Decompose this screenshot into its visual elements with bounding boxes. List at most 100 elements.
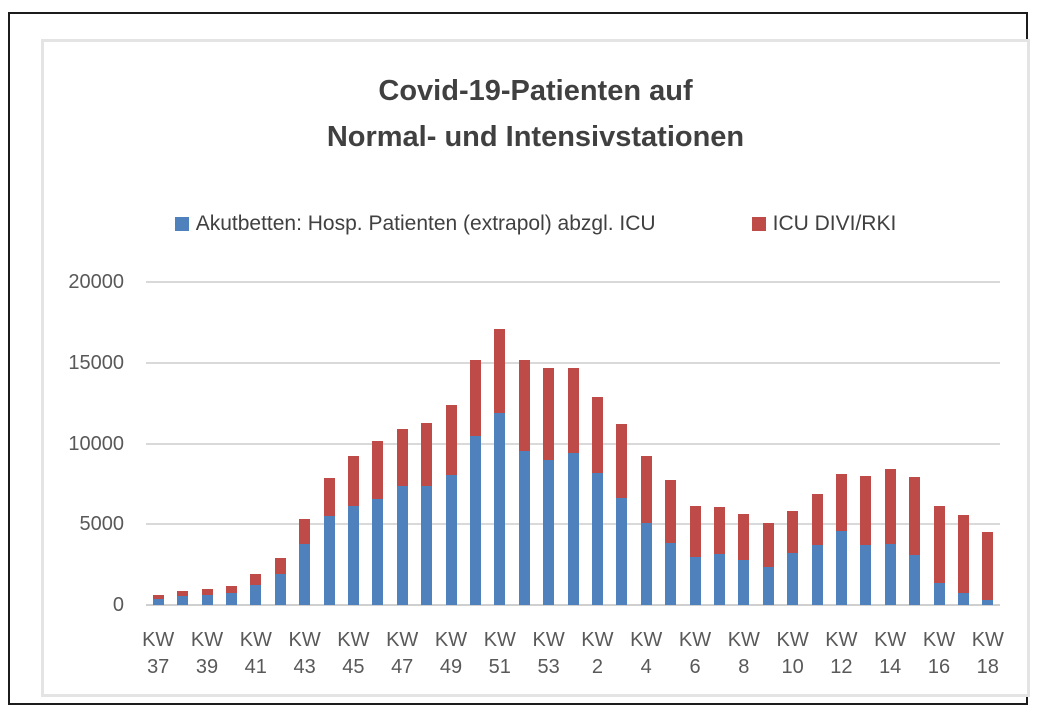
bar-kw-2-icu (591, 396, 603, 474)
bar-kw-52-akutbetten (518, 450, 530, 605)
bar-stack-kw-8 (738, 513, 750, 605)
x-tick-label-kw-16: KW 16 (922, 629, 956, 678)
x-tick-label-kw-2: KW 2 (581, 629, 614, 678)
bar-kw-44-icu (323, 478, 335, 517)
bar-kw-10-icu (787, 511, 799, 554)
y-tick-label-5000: 5000 (79, 513, 125, 536)
bar-stack-kw-37 (152, 595, 164, 605)
bar-kw-3-icu (616, 424, 628, 498)
chart-title-line-2: Normal- und Intensivstationen (326, 121, 745, 153)
bar-kw-38-akutbetten (177, 596, 189, 605)
bar-stack-kw-18 (982, 531, 994, 605)
bar-stack-kw-39 (201, 589, 213, 605)
bar-stack-kw-9 (762, 522, 774, 605)
y-tick-label-20000: 20000 (68, 271, 124, 293)
bar-stack-kw-47 (396, 428, 408, 605)
bar-stack-kw-45 (347, 455, 359, 605)
bar-stack-kw-53 (543, 368, 555, 605)
bar-stack-kw-1 (567, 367, 579, 605)
bar-kw-52-icu (518, 360, 530, 451)
bar-stack-kw-15 (909, 476, 921, 605)
bar-stack-kw-3 (616, 424, 628, 605)
bar-stack-kw-49 (445, 404, 457, 605)
bar-stack-kw-41 (250, 574, 262, 605)
legend-swatch-blue-icon (174, 217, 189, 231)
bar-kw-7-icu (713, 506, 725, 555)
bar-stack-kw-14 (884, 468, 896, 605)
x-tick-label-kw-10: KW 10 (776, 629, 809, 678)
bar-kw-12-akutbetten (835, 530, 847, 605)
bar-kw-14-akutbetten (884, 544, 896, 605)
gridline-15000 (146, 361, 1000, 364)
bar-kw-40-akutbetten (225, 592, 237, 605)
bar-stack-kw-38 (177, 591, 189, 605)
bar-kw-10-akutbetten (787, 553, 799, 605)
bar-stack-kw-43 (299, 519, 311, 605)
bar-kw-7-akutbetten (713, 554, 725, 605)
bar-kw-38-icu (177, 591, 189, 597)
bar-kw-46-icu (372, 441, 384, 500)
x-tick-label-kw-47: KW 47 (386, 629, 419, 678)
bar-kw-8-icu (738, 513, 750, 560)
bar-kw-50-icu (469, 360, 481, 437)
bar-kw-16-icu (933, 505, 945, 584)
bar-kw-15-icu (909, 476, 921, 555)
bar-stack-kw-12 (835, 474, 847, 605)
bar-kw-45-icu (347, 455, 359, 506)
x-tick-label-kw-18: KW 18 (971, 629, 1004, 678)
bar-kw-6-akutbetten (689, 557, 701, 605)
bar-stack-kw-16 (933, 505, 945, 605)
x-tick-label-kw-49: KW 49 (434, 629, 468, 678)
legend-label-icu: ICU DIVI/RKI (772, 212, 897, 235)
bar-kw-18-icu (982, 531, 994, 601)
bar-kw-48-akutbetten (421, 485, 433, 605)
y-tick-label-15000: 15000 (68, 351, 124, 374)
x-tick-label-kw-41: KW 41 (239, 629, 272, 678)
x-tick-label-kw-12: KW 12 (825, 629, 858, 678)
bar-kw-43-akutbetten (299, 543, 311, 605)
bar-stack-kw-42 (274, 558, 286, 605)
bar-kw-17-akutbetten (957, 592, 969, 605)
bar-kw-44-akutbetten (323, 516, 335, 605)
bar-kw-43-icu (299, 519, 311, 544)
x-tick-label-kw-51: KW 51 (483, 629, 516, 678)
bar-kw-40-icu (225, 585, 237, 593)
bar-stack-kw-44 (323, 478, 335, 605)
bar-kw-1-akutbetten (567, 453, 579, 605)
legend-swatch-red-icon (751, 217, 766, 231)
chart-title-line-1: Covid-19-Patienten auf (378, 75, 693, 107)
x-tick-label-kw-39: KW 39 (190, 629, 224, 678)
bar-kw-39-akutbetten (201, 595, 213, 605)
bar-kw-41-icu (250, 574, 262, 585)
bar-kw-9-akutbetten (762, 567, 774, 605)
plot-area (146, 281, 1000, 606)
bar-kw-16-akutbetten (933, 583, 945, 605)
x-tick-label-kw-45: KW 45 (337, 629, 370, 678)
bar-kw-15-akutbetten (909, 554, 921, 605)
bar-kw-37-icu (152, 595, 164, 599)
bar-stack-kw-17 (957, 515, 969, 605)
chart-canvas: Covid-19-Patienten auf Normal- und Inten… (41, 39, 1030, 697)
bar-kw-9-icu (762, 522, 774, 568)
bar-stack-kw-2 (591, 396, 603, 605)
bar-kw-4-akutbetten (640, 523, 652, 605)
x-tick-label-kw-14: KW 14 (874, 629, 907, 678)
bar-kw-13-icu (860, 475, 872, 546)
bar-kw-53-akutbetten (543, 459, 555, 605)
chart-title: Covid-19-Patienten auf Normal- und Inten… (44, 68, 1027, 160)
bar-stack-kw-6 (689, 505, 701, 605)
bar-kw-51-icu (494, 328, 506, 413)
bar-kw-46-akutbetten (372, 499, 384, 605)
x-tick-label-kw-43: KW 43 (288, 629, 321, 678)
bar-kw-47-icu (396, 428, 408, 487)
bar-kw-1-icu (567, 367, 579, 454)
bar-kw-37-akutbetten (152, 598, 164, 605)
bar-stack-kw-52 (518, 360, 530, 605)
bar-kw-49-icu (445, 404, 457, 475)
bar-kw-45-akutbetten (347, 505, 359, 605)
bar-kw-49-akutbetten (445, 475, 457, 605)
legend-item-icu: ICU DIVI/RKI (751, 212, 897, 236)
bar-stack-kw-7 (713, 506, 725, 605)
bar-stack-kw-11 (811, 494, 823, 605)
bar-stack-kw-5 (665, 479, 677, 605)
